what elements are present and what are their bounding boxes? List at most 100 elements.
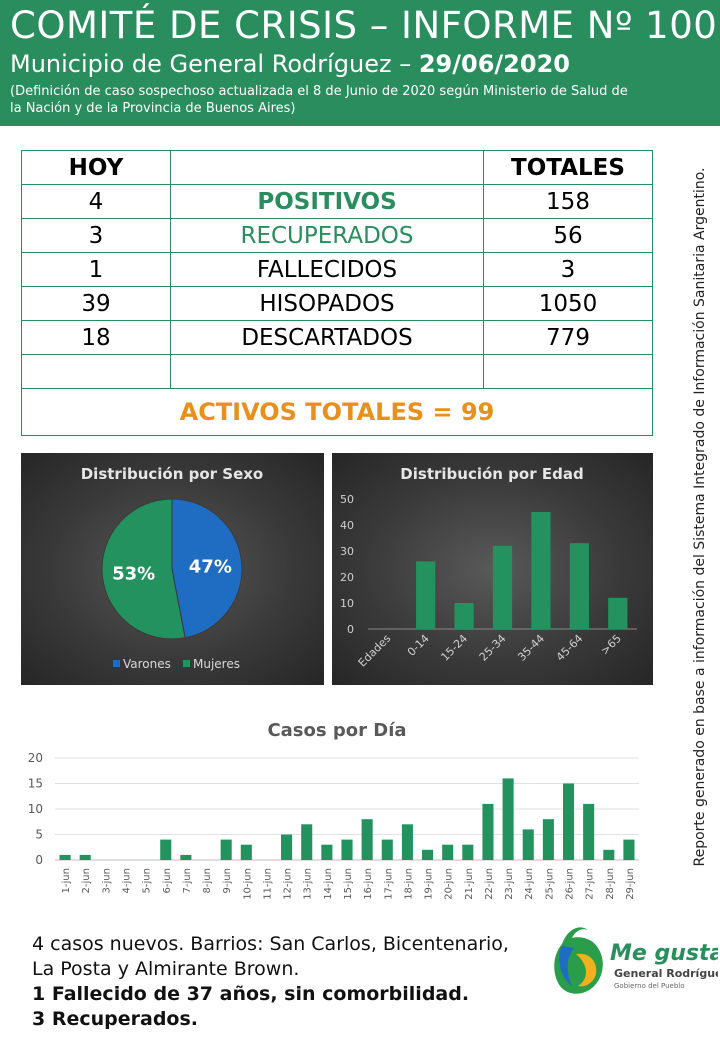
header-today: HOY: [21, 150, 171, 185]
header-totals: TOTALES: [483, 150, 653, 185]
report-subtitle: Municipio de General Rodríguez – 29/06/2…: [10, 50, 570, 78]
legend-swatch-varones: [113, 660, 120, 667]
x-tick-label: 6-jun: [162, 868, 173, 893]
slice-label: 47%: [189, 556, 232, 577]
y-tick-label: 0: [347, 623, 354, 636]
chart-title: Distribución por Edad: [400, 465, 583, 483]
x-tick-label: 10-jun: [242, 868, 253, 900]
x-tick-label: 18-jun: [403, 868, 414, 900]
logo-subtitle: General Rodríguez: [614, 967, 718, 980]
day-bar: [361, 819, 373, 860]
day-bar: [562, 783, 575, 860]
x-tick-label: 2-jun: [81, 868, 92, 893]
age-chart-panel: Distribución por Edad 0 10 20 30 40 50 Edades 0-…: [332, 453, 653, 685]
total-value: 158: [483, 184, 653, 219]
x-tick-label: 25-34: [477, 632, 509, 664]
day-bar: [321, 844, 333, 860]
today-value: 18: [21, 320, 171, 355]
table-row: 1 FALLECIDOS 3: [21, 252, 653, 287]
table-row: 39 HISOPADOS 1050: [21, 286, 653, 321]
x-tick-label: 28-jun: [605, 868, 616, 900]
y-tick-label: 15: [28, 777, 43, 791]
y-tick-label: 30: [340, 545, 354, 558]
y-tick-label: 0: [35, 853, 43, 867]
row-label: POSITIVOS: [170, 184, 484, 219]
table-row: 18 DESCARTADOS 779: [21, 320, 653, 355]
row-label: DESCARTADOS: [170, 320, 484, 355]
x-tick-label: 19-jun: [424, 868, 435, 900]
age-bar: [416, 561, 436, 629]
day-bar: [502, 778, 514, 860]
x-tick-label: 45-64: [554, 632, 586, 664]
row-label: RECUPERADOS: [170, 218, 484, 253]
sex-chart-panel: Distribución por Sexo 47% 53% Varones Mujere…: [21, 453, 324, 685]
y-tick-label: 10: [28, 802, 43, 816]
x-tick-label: 11-jun: [262, 868, 273, 900]
logo-mark-accent: [559, 946, 574, 986]
day-bar: [341, 839, 353, 860]
legend-swatch-mujeres: [183, 660, 190, 667]
day-bar: [542, 819, 554, 860]
x-tick-label: 7-jun: [182, 868, 193, 893]
x-tick-label: 9-jun: [222, 868, 233, 893]
y-tick-label: 40: [340, 519, 354, 532]
x-tick-label: 21-jun: [464, 868, 475, 900]
table-header-row: HOY TOTALES: [21, 150, 653, 185]
day-bar: [59, 854, 71, 860]
total-value: 56: [483, 218, 653, 253]
x-tick-label: 25-jun: [544, 868, 555, 900]
day-bar: [442, 844, 454, 860]
municipality-label: Municipio de General Rodríguez –: [10, 50, 419, 78]
age-bar: [569, 543, 589, 629]
x-tick-label: 3-jun: [101, 868, 112, 893]
report-date: 29/06/2020: [418, 50, 570, 78]
slice-label: 53%: [112, 564, 155, 585]
day-bar: [462, 844, 474, 860]
empty-cell: [170, 354, 484, 389]
x-tick-label: >65: [598, 632, 624, 658]
stats-table: HOY TOTALES 4 POSITIVOS 158 3 RECUPERADO…: [21, 150, 653, 436]
age-bar-chart: Distribución por Edad 0 10 20 30 40 50 Edades 0-…: [340, 465, 637, 670]
x-tick-label: 12-jun: [283, 868, 294, 900]
total-value: 779: [483, 320, 653, 355]
municipality-logo: Me gusta General Rodríguez Gobierno del …: [554, 927, 718, 994]
total-value: 1050: [483, 286, 653, 321]
y-tick-label: 20: [28, 751, 43, 765]
activos-totales: ACTIVOS TOTALES = 99: [21, 388, 653, 436]
y-tick-label: 5: [35, 828, 43, 842]
x-tick-label: 26-jun: [565, 868, 576, 900]
definition-line-2: la Nación y de la Provincia de Buenos Ai…: [10, 101, 296, 116]
age-bar: [492, 545, 513, 629]
x-tick-label: 29-jun: [625, 868, 636, 900]
day-bar: [301, 824, 313, 860]
pie-slice-mujeres: [101, 498, 186, 640]
empty-cell: [21, 354, 171, 389]
x-tick-label: 16-jun: [363, 868, 374, 900]
x-tick-label: 4-jun: [121, 868, 132, 893]
today-value: 39: [21, 286, 171, 321]
y-tick-label: 20: [340, 571, 354, 584]
today-value: 3: [21, 218, 171, 253]
footer-notes: 4 casos nuevos. Barrios: San Carlos, Bic…: [32, 932, 509, 1032]
table-row: 4 POSITIVOS 158: [21, 184, 653, 219]
row-label: FALLECIDOS: [170, 252, 484, 287]
day-bar: [422, 849, 434, 860]
day-bar: [401, 824, 413, 860]
x-tick-label: 1-jun: [61, 868, 72, 893]
report-title: COMITÉ DE CRISIS – INFORME Nº 100: [10, 4, 718, 47]
x-tick-label: 15-24: [438, 632, 470, 664]
x-tick-label: 23-jun: [504, 868, 515, 900]
age-bar: [531, 512, 551, 629]
x-tick-label: 22-jun: [484, 868, 495, 900]
footer-line-barrios: La Posta y Almirante Brown.: [32, 958, 300, 980]
footer-line-deceased: 1 Fallecido de 37 años, sin comorbilidad…: [32, 983, 470, 1005]
total-value: 3: [483, 252, 653, 287]
x-tick-label: 27-jun: [585, 868, 596, 900]
activos-row: ACTIVOS TOTALES = 99: [21, 388, 653, 436]
row-label: HISOPADOS: [170, 286, 484, 321]
x-tick-label: 13-jun: [303, 868, 314, 900]
x-tick-label: 15-jun: [343, 868, 354, 900]
definition-line-1: (Definición de caso sospechoso actualiza…: [10, 84, 628, 99]
header-banner: COMITÉ DE CRISIS – INFORME Nº 100 Munici…: [0, 0, 720, 126]
source-note: Reporte generado en base a información d…: [686, 150, 714, 885]
